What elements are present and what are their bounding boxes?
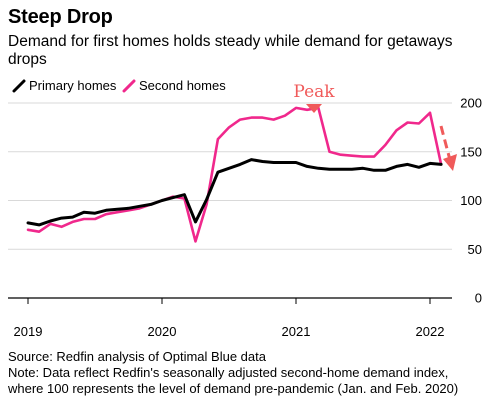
source-note: Source: Redfin analysis of Optimal Blue … (8, 349, 266, 364)
legend-second-homes-swatch (122, 79, 136, 93)
x-tick-label: 2021 (282, 324, 311, 339)
legend-primary-homes-label: Primary homes (29, 78, 117, 93)
legend: Primary homes Second homes (12, 78, 226, 93)
gridlines (8, 102, 452, 299)
x-axis-ticks: 2019 2020 2021 2022 (14, 298, 445, 339)
data-note-line-2: where 100 represents the level of demand… (8, 381, 459, 396)
legend-second-homes-label: Second homes (139, 78, 226, 93)
y-tick-label: 0 (475, 291, 482, 306)
y-tick-label: 150 (460, 144, 482, 159)
second-homes-line (26, 106, 443, 243)
x-tick-label: 2022 (416, 324, 445, 339)
y-tick-label: 200 (460, 96, 482, 111)
series-lines (26, 106, 443, 243)
line-chart: 0 50 100 150 200 2019 2020 2021 2022 Primary ho… (8, 78, 482, 339)
chart-subtitle: Demand for first homes holds steady whil… (8, 33, 453, 68)
drop-arrow-icon (443, 154, 457, 171)
y-axis-ticks: 0 50 100 150 200 (460, 96, 482, 306)
x-tick-label: 2019 (14, 324, 43, 339)
x-tick-label: 2020 (148, 324, 177, 339)
peak-label: Peak (293, 82, 335, 102)
peak-arrow-icon (306, 104, 322, 113)
data-note-line-1: Note: Data reflect Redfin's seasonally a… (8, 365, 449, 380)
y-tick-label: 50 (468, 242, 482, 257)
drop-arrow-shaft (439, 125, 452, 161)
chart-title: Steep Drop (8, 6, 113, 28)
primary-homes-line (26, 158, 443, 227)
chart-footer: Source: Redfin analysis of Optimal Blue … (8, 349, 498, 397)
peak-annotation: Peak (293, 82, 457, 171)
legend-primary-homes-swatch (12, 79, 26, 93)
y-tick-label: 100 (460, 193, 482, 208)
